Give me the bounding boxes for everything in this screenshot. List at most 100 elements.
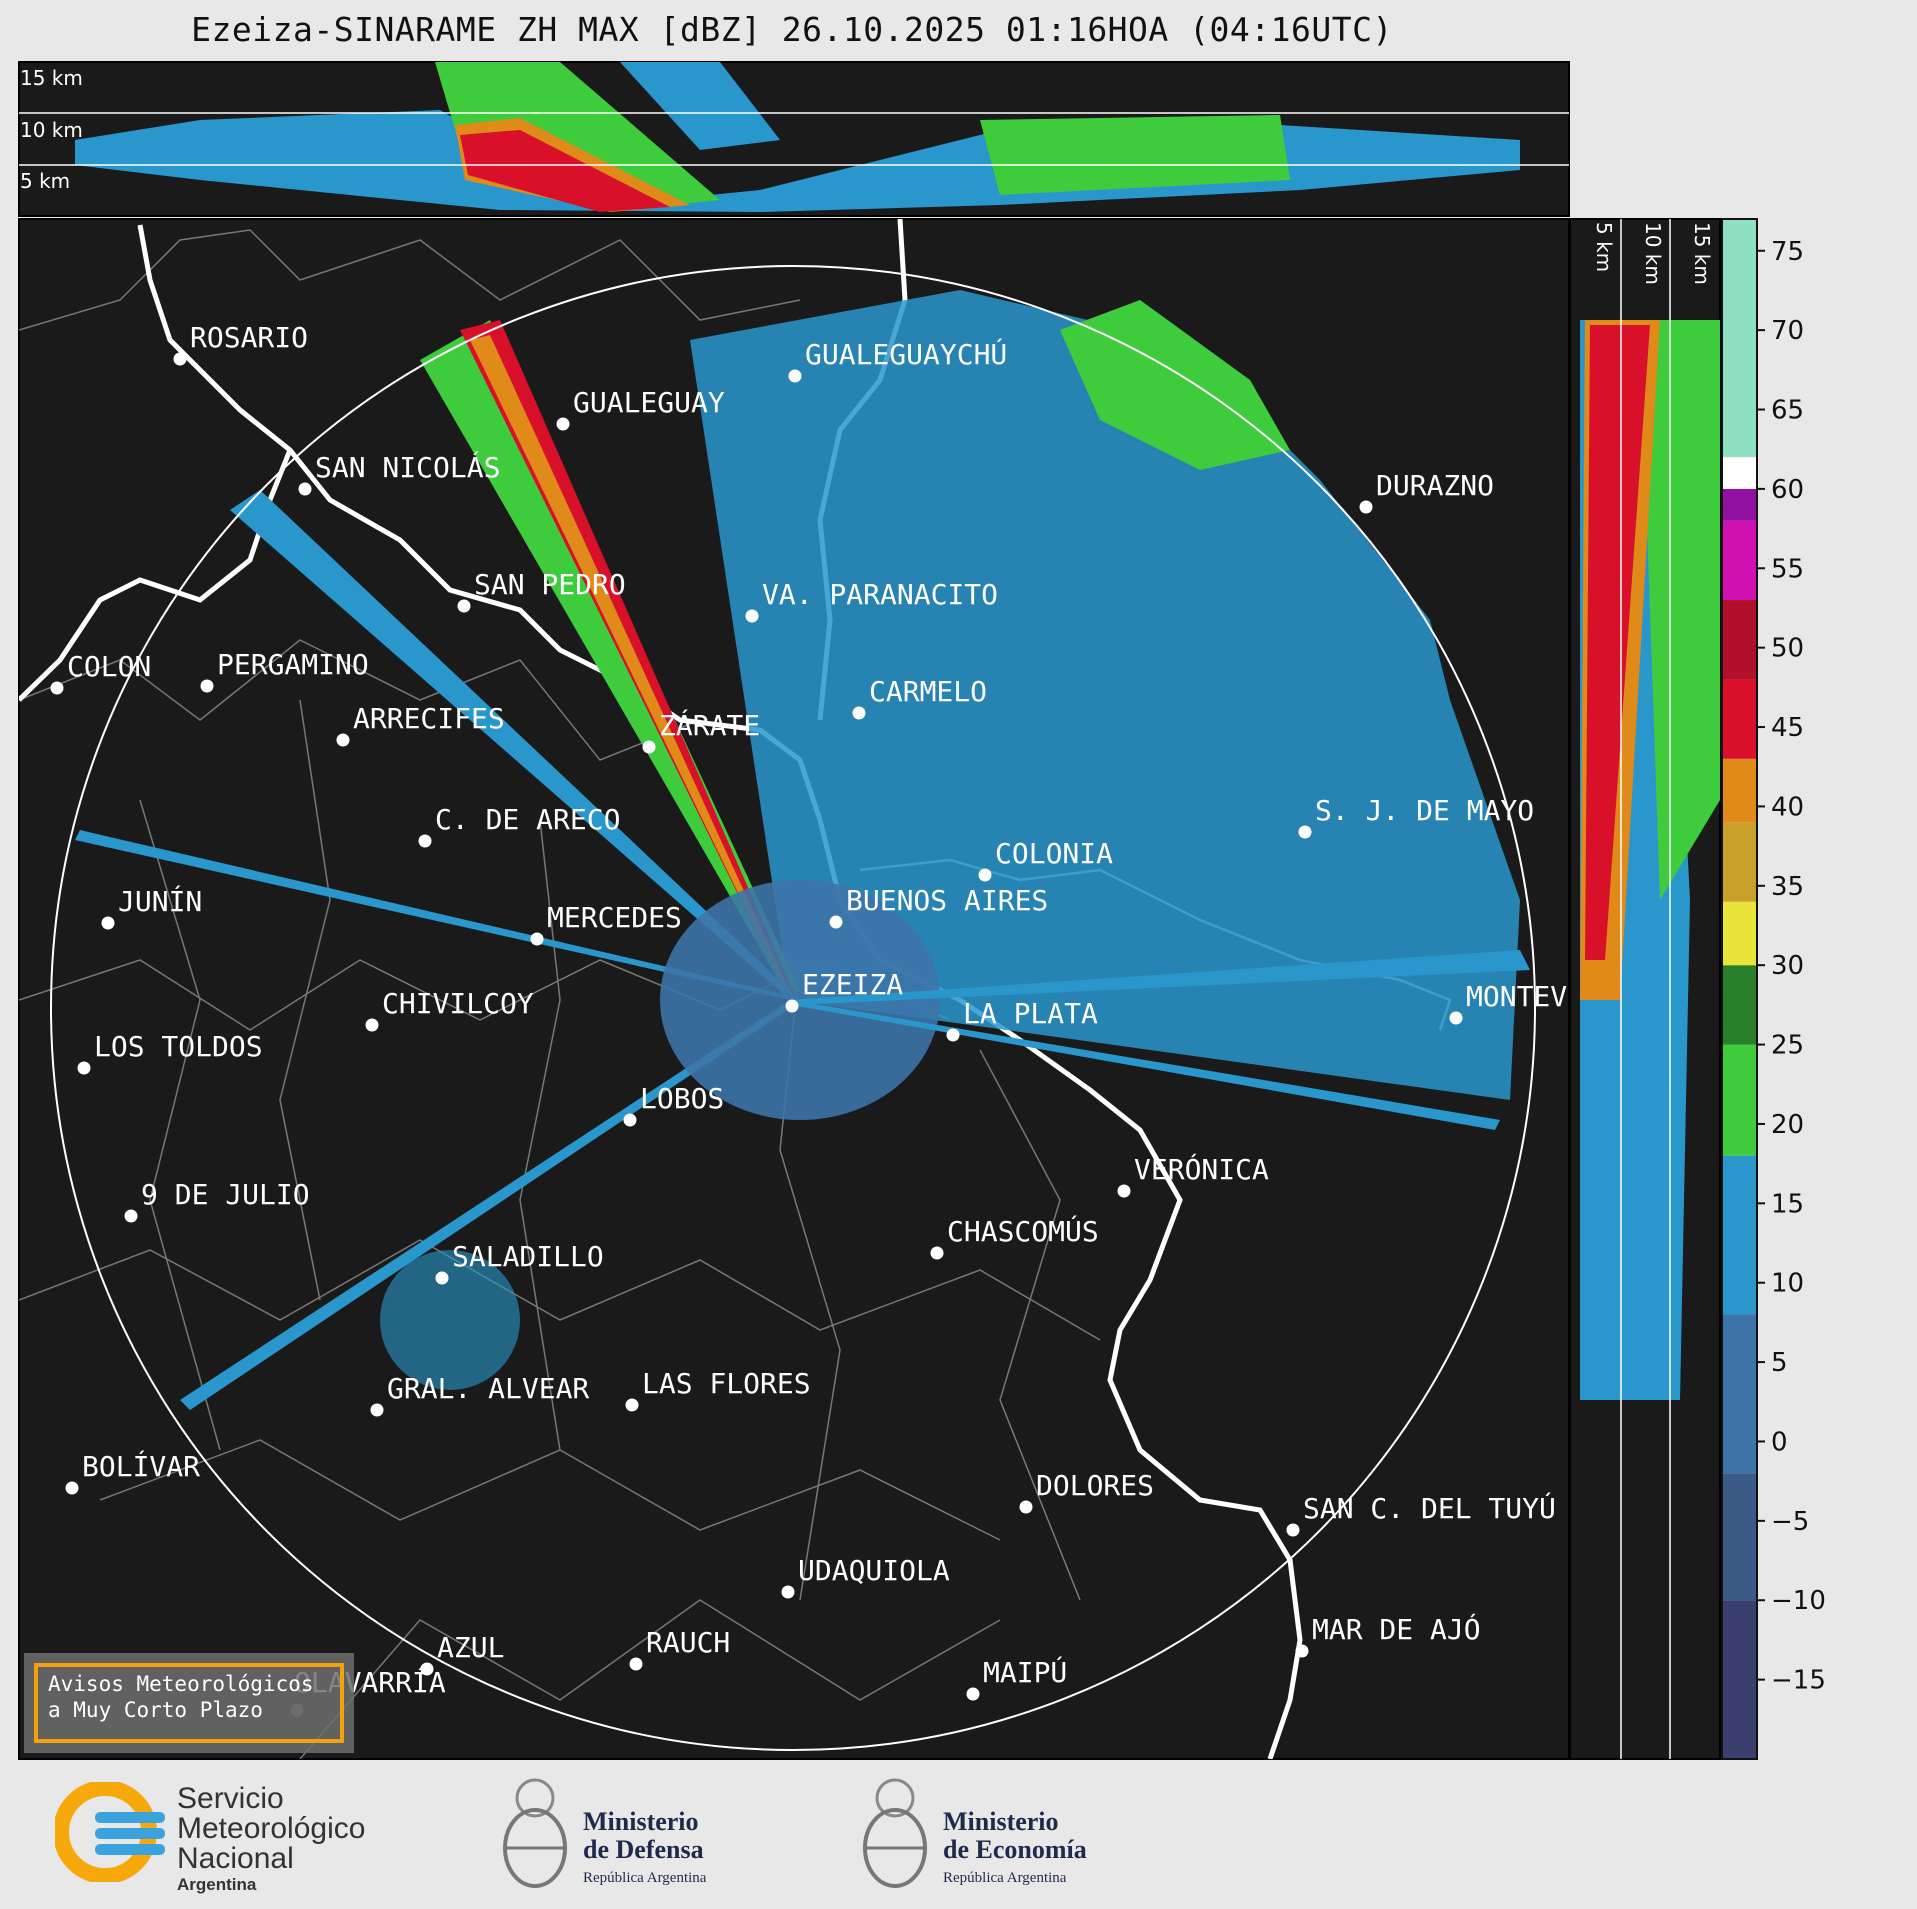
defensa-line-3: República Argentina	[583, 1870, 707, 1886]
city-markers: ROSARIO GUALEGUAYCHÚ GUALEGUAY SAN NICOLÁS D…	[50, 321, 1567, 1717]
city-marker-san-c-del-tuyu	[1286, 1523, 1300, 1537]
city-label-chivilcoy: CHIVILCOY	[382, 987, 534, 1020]
colorbar-tick-label: −10	[1771, 1586, 1826, 1616]
city-marker-colonia	[978, 868, 992, 882]
warnings-line-1: Avisos Meteorológicos	[48, 1672, 314, 1696]
colorbar-segment	[1722, 1600, 1757, 1759]
city-marker-carmelo	[852, 706, 866, 720]
city-marker-gualeguaychu	[788, 369, 802, 383]
city-marker-mercedes	[530, 932, 544, 946]
city-label-pergamino: PERGAMINO	[217, 648, 369, 681]
city-marker-c-de-areco	[418, 834, 432, 848]
right-label-15km: 15 km	[1690, 222, 1714, 285]
city-label-lobos: LOBOS	[640, 1082, 724, 1115]
city-marker-vero-nica	[1117, 1184, 1131, 1198]
economia-line-3: República Argentina	[943, 1870, 1067, 1886]
colorbar-tick-label: 25	[1771, 1031, 1804, 1061]
warnings-badge[interactable]: Avisos Meteorológicos a Muy Corto Plazo	[24, 1653, 354, 1753]
right-label-5km: 5 km	[1592, 222, 1616, 272]
smn-logo: Servicio Meteorológico Nacional Argentin…	[53, 1780, 395, 1894]
colorbar-segment	[1722, 679, 1757, 759]
city-label-chascomu-s: CHASCOMÚS	[947, 1214, 1099, 1248]
city-marker-las-flores	[625, 1398, 639, 1412]
colorbar-tick-label: 65	[1771, 396, 1804, 426]
city-label-mar-de-ajo: MAR DE AJÓ	[1312, 1612, 1481, 1646]
city-label-saladillo: SALADILLO	[452, 1240, 604, 1273]
city-label-gualeguaychu: GUALEGUAYCHÚ	[805, 337, 1007, 371]
city-label-c-de-areco: C. DE ARECO	[435, 803, 620, 836]
city-label-azul: AZUL	[437, 1631, 504, 1664]
city-label-durazno: DURAZNO	[1376, 469, 1494, 502]
city-marker-za-rate	[642, 740, 656, 754]
city-marker-montev	[1449, 1011, 1463, 1025]
ppi-map-panel	[18, 218, 1570, 1760]
colorbar-segment	[1722, 758, 1757, 823]
city-marker-pergamino	[200, 679, 214, 693]
defensa-logo: Ministerio de Defensa República Argentin…	[495, 1770, 755, 1900]
city-marker-9-de-julio	[124, 1209, 138, 1223]
colorbar-segment	[1722, 1155, 1757, 1315]
right-label-10km: 10 km	[1641, 222, 1665, 285]
city-marker-chascomu-s	[930, 1246, 944, 1260]
colorbar-segment	[1722, 1314, 1757, 1474]
city-label-za-rate: ZÁRATE	[659, 708, 760, 742]
warnings-badge-frame[interactable]: Avisos Meteorológicos a Muy Corto Plazo	[34, 1663, 344, 1743]
colorbar-segment	[1722, 219, 1757, 458]
colorbar-tick-label: 35	[1771, 872, 1804, 902]
city-marker-rosario	[173, 352, 187, 366]
city-label-9-de-julio: 9 DE JULIO	[141, 1178, 310, 1211]
city-marker-durazno	[1359, 500, 1373, 514]
city-marker-los-toldos	[77, 1061, 91, 1075]
colorbar-tick-label: 55	[1771, 554, 1804, 584]
colorbar-segment	[1722, 965, 1757, 1045]
city-marker-maipu	[966, 1687, 980, 1701]
colorbar-tick-label: 5	[1771, 1348, 1788, 1378]
colorbar-frame	[1721, 218, 1758, 1760]
colorbar-segment	[1722, 488, 1757, 521]
city-marker-ezeiza	[785, 999, 799, 1013]
colorbar-segment	[1722, 457, 1757, 489]
colorbar-segment	[1722, 901, 1757, 966]
city-marker-chivilcoy	[365, 1018, 379, 1032]
city-marker-udaquiola	[781, 1585, 795, 1599]
city-label-arrecifes: ARRECIFES	[353, 702, 505, 735]
colorbar-tick-label: 45	[1771, 713, 1804, 743]
city-label-va-paranacito: VA. PARANACITO	[762, 578, 998, 611]
economia-line-1: Ministerio	[943, 1807, 1059, 1836]
coat-of-arms-icon	[503, 1778, 567, 1888]
colorbar-segment	[1722, 1044, 1757, 1156]
city-label-los-toldos: LOS TOLDOS	[94, 1030, 263, 1063]
right-profile-echoes	[1580, 320, 1720, 1400]
city-label-colon: COLON	[67, 650, 151, 683]
city-label-colonia: COLONIA	[995, 837, 1113, 870]
city-marker-gral-alvear	[370, 1403, 384, 1417]
radar-echoes	[75, 290, 1530, 1410]
city-label-mercedes: MERCEDES	[547, 901, 682, 934]
city-label-las-flores: LAS FLORES	[642, 1367, 811, 1400]
chart-title: Ezeiza-SINARAME ZH MAX [dBZ] 26.10.2025 …	[191, 10, 1393, 49]
right-cross-section-panel: 5 km 10 km 15 km	[1569, 218, 1721, 1760]
city-label-carmelo: CARMELO	[869, 675, 987, 708]
economia-logo: Ministerio de Economía República Argenti…	[855, 1770, 1115, 1900]
city-marker-rauch	[629, 1657, 643, 1671]
city-label-rauch: RAUCH	[646, 1626, 730, 1659]
city-marker-san-nicola-s	[298, 482, 312, 496]
top-label-15km: 15 km	[20, 66, 83, 90]
colorbar-tick-label: 75	[1771, 237, 1804, 267]
city-marker-gualeguay	[556, 417, 570, 431]
footer-logos: Servicio Meteorológico Nacional Argentin…	[0, 1760, 1917, 1909]
city-label-la-plata: LA PLATA	[963, 997, 1098, 1030]
smn-line-2: Meteorológico	[177, 1812, 366, 1845]
city-label-ezeiza: EZEIZA	[802, 968, 903, 1001]
city-marker-dolores	[1019, 1500, 1033, 1514]
colorbar-tick-label: 70	[1771, 316, 1804, 346]
city-marker-san-pedro	[457, 599, 471, 613]
colorbar-tick-label: 20	[1771, 1110, 1804, 1140]
city-label-montev: MONTEV	[1466, 980, 1567, 1013]
top-label-5km: 5 km	[20, 169, 70, 193]
city-marker-buenos-aires	[829, 915, 843, 929]
city-marker-colon	[50, 681, 64, 695]
smn-line-1: Servicio	[177, 1782, 284, 1815]
